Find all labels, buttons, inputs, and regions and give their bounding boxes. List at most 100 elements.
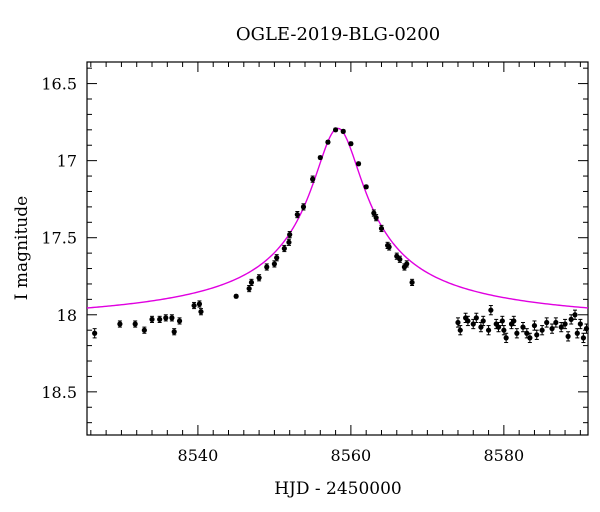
data-marker <box>558 324 564 330</box>
y-tick-label: 18.5 <box>41 383 77 402</box>
data-point <box>511 315 517 327</box>
data-point <box>92 328 98 339</box>
plot-area: 8540 8560 8580 16.5 17 17.5 18 18.5 <box>41 61 590 465</box>
data-marker <box>397 256 403 262</box>
data-marker <box>310 176 316 182</box>
data-point <box>465 315 471 327</box>
data-point <box>583 323 590 334</box>
data-point <box>294 211 300 219</box>
data-marker <box>527 335 533 341</box>
data-point <box>310 175 316 183</box>
data-point <box>488 305 494 316</box>
data-marker <box>191 302 197 309</box>
data-marker <box>457 327 463 333</box>
x-tick-label: 8540 <box>178 446 219 465</box>
data-marker <box>583 326 590 332</box>
data-point <box>499 315 505 327</box>
data-point <box>514 328 520 339</box>
data-marker <box>233 293 239 299</box>
data-marker <box>568 316 574 323</box>
data-marker <box>132 321 138 327</box>
data-marker <box>141 327 147 333</box>
data-point <box>246 284 252 293</box>
data-marker <box>287 232 293 238</box>
data-point <box>157 315 163 323</box>
data-point <box>264 263 270 271</box>
data-marker <box>511 318 517 324</box>
data-point <box>558 321 564 333</box>
data-marker <box>473 315 479 321</box>
data-point <box>574 328 580 339</box>
data-marker <box>565 333 571 339</box>
data-point <box>539 325 545 336</box>
data-point <box>348 141 354 147</box>
data-marker <box>455 319 461 326</box>
data-point <box>378 224 385 233</box>
data-marker <box>176 318 183 324</box>
data-point <box>553 317 559 328</box>
data-marker <box>157 316 163 323</box>
data-point <box>281 244 287 253</box>
data-marker <box>149 316 155 323</box>
data-point <box>409 278 415 286</box>
data-point <box>531 320 538 331</box>
data-point <box>248 278 255 286</box>
data-marker <box>294 211 300 218</box>
major-ticks <box>87 62 588 435</box>
data-point <box>501 325 507 336</box>
data-points <box>92 127 590 344</box>
data-point <box>256 274 262 282</box>
data-point <box>141 326 147 334</box>
y-tick-label: 16.5 <box>41 75 77 94</box>
data-point <box>503 332 509 344</box>
data-point <box>544 317 550 328</box>
data-marker <box>281 245 287 252</box>
data-point <box>520 321 526 333</box>
x-tick-labels: 8540 8560 8580 <box>178 446 525 465</box>
data-marker <box>495 324 502 330</box>
data-point <box>527 332 533 344</box>
model-curve <box>86 127 589 309</box>
data-marker <box>340 128 346 134</box>
data-point <box>169 314 175 322</box>
data-marker <box>549 326 555 332</box>
y-tick-label: 17.5 <box>41 229 77 248</box>
data-marker <box>503 335 509 341</box>
data-marker <box>248 279 255 286</box>
x-tick-label: 8580 <box>484 446 525 465</box>
data-point <box>485 325 492 336</box>
data-point <box>580 332 587 344</box>
data-point <box>577 318 583 330</box>
data-marker <box>171 329 177 335</box>
data-point <box>271 260 277 268</box>
x-axis-label: HJD - 2450000 <box>274 479 402 499</box>
data-marker <box>386 244 392 250</box>
data-point <box>565 331 571 342</box>
data-point <box>286 238 292 246</box>
data-marker <box>378 225 385 232</box>
data-point <box>171 328 177 336</box>
data-point <box>287 231 293 239</box>
data-point <box>132 320 138 328</box>
data-point <box>300 203 307 211</box>
data-marker <box>363 184 369 190</box>
data-point <box>355 161 362 167</box>
data-point <box>196 300 203 308</box>
data-marker <box>274 255 280 261</box>
data-point <box>495 321 502 333</box>
plot-frame <box>86 61 589 436</box>
data-marker <box>544 319 550 326</box>
data-marker <box>348 141 354 147</box>
data-point <box>163 314 169 322</box>
data-point <box>386 243 392 251</box>
data-point <box>332 127 339 133</box>
data-point <box>457 325 463 336</box>
data-point <box>549 323 555 334</box>
data-marker <box>501 327 507 333</box>
y-tick-label: 18 <box>57 306 77 325</box>
data-marker <box>480 318 486 324</box>
data-marker <box>196 301 203 307</box>
data-marker <box>246 285 252 292</box>
data-point <box>149 315 155 323</box>
